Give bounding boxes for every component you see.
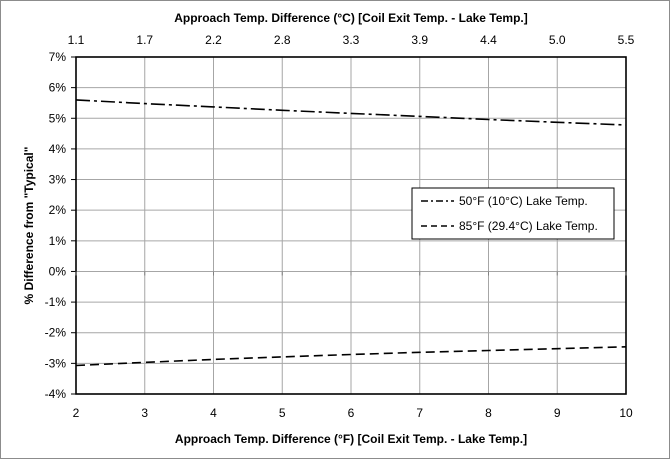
y-tick-label: -4% — [45, 387, 67, 401]
x-tick-label: 4 — [210, 406, 217, 420]
x-tick-label: 2 — [73, 406, 80, 420]
y-tick-label: 5% — [49, 111, 67, 125]
x-tick-label: 8 — [485, 406, 492, 420]
legend-label-85f: 85°F (29.4°C) Lake Temp. — [459, 219, 598, 233]
y-tick-label: 3% — [49, 173, 67, 187]
secondary-x-axis-title: Approach Temp. Difference (°C) [Coil Exi… — [174, 11, 528, 25]
y-tick-label: 2% — [49, 203, 67, 217]
y-tick-label: 6% — [49, 81, 67, 95]
x-tick-label: 10 — [619, 406, 633, 420]
x-tick-label: 5 — [279, 406, 286, 420]
x2-tick-label: 3.3 — [343, 33, 360, 47]
x-tick-label: 6 — [348, 406, 355, 420]
x-axis-title: Approach Temp. Difference (°F) [Coil Exi… — [175, 432, 527, 446]
x-tick-label: 7 — [416, 406, 423, 420]
y-tick-label: -3% — [45, 356, 67, 370]
x2-tick-label: 2.8 — [274, 33, 291, 47]
x2-tick-label: 5.0 — [549, 33, 566, 47]
y-tick-label: 7% — [49, 50, 67, 64]
series-line-1 — [75, 346, 627, 367]
legend-label-50f: 50°F (10°C) Lake Temp. — [459, 194, 588, 208]
y-tick-label: -1% — [45, 295, 67, 309]
axis-ticks — [71, 56, 627, 395]
x-tick-label: 3 — [141, 406, 148, 420]
x-tick-label: 9 — [554, 406, 561, 420]
legend-box — [411, 187, 615, 240]
x2-tick-label: 3.9 — [411, 33, 428, 47]
gridlines — [76, 57, 626, 394]
plot-area-frame — [75, 56, 627, 395]
x2-tick-label: 1.1 — [68, 33, 85, 47]
x2-tick-label: 5.5 — [618, 33, 635, 47]
y-tick-label: 1% — [49, 234, 67, 248]
legend: 50°F (10°C) Lake Temp. 85°F (29.4°C) Lak… — [411, 187, 615, 240]
y-axis-title: % Difference from "Typical" — [22, 147, 36, 305]
y-tick-label: -2% — [45, 326, 67, 340]
tick-labels: 2 1.1 3 1.7 4 2.2 5 2.8 6 3.3 7 3.9 8 4.4 9 5.0 10 5.5 -4%… — [45, 33, 635, 420]
series-line-0 — [75, 99, 627, 126]
x2-tick-label: 2.2 — [205, 33, 222, 47]
x2-tick-label: 4.4 — [480, 33, 497, 47]
y-tick-label: 4% — [49, 142, 67, 156]
series-lines — [75, 99, 627, 367]
y-tick-label: 0% — [49, 264, 67, 278]
x2-tick-label: 1.7 — [136, 33, 153, 47]
